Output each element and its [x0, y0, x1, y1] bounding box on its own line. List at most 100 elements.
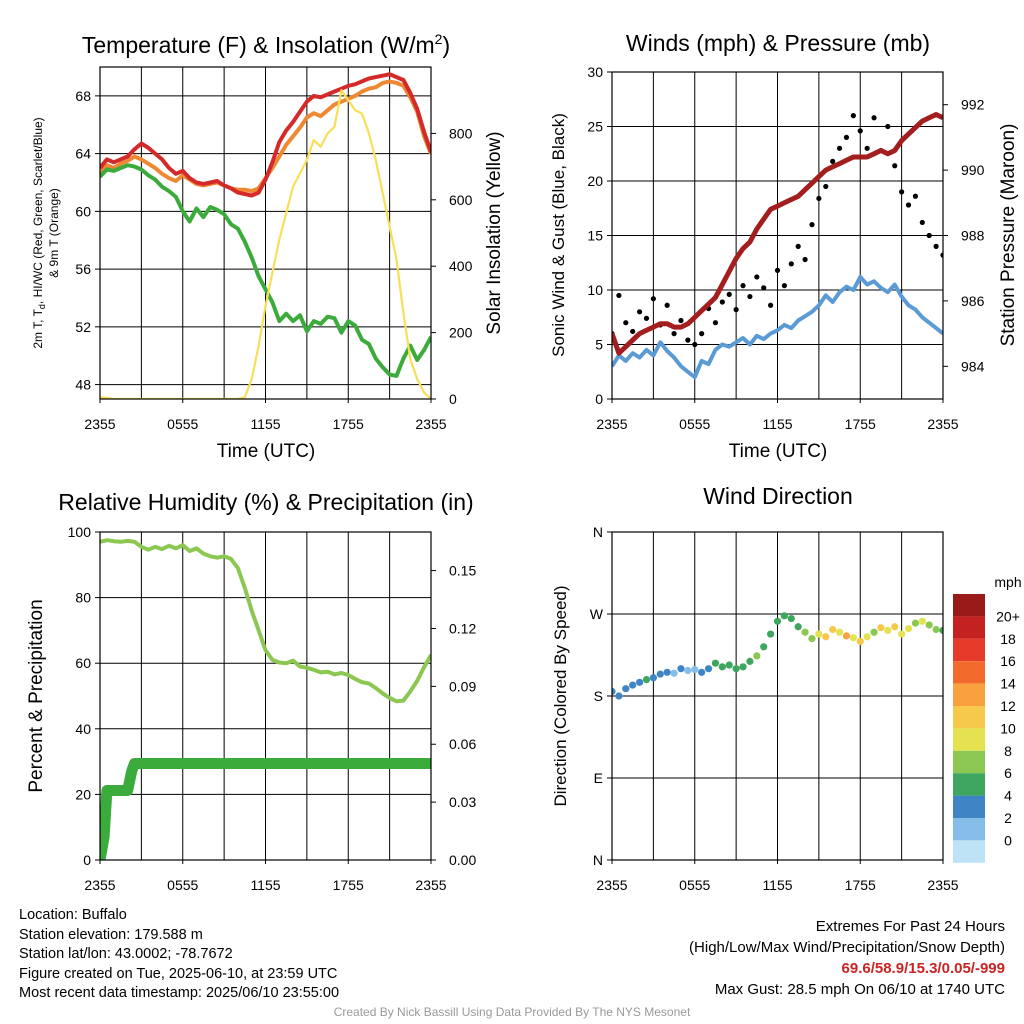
y2-tick-label: 990	[961, 162, 985, 178]
temperature-insolation-plot: 48 52 56 60 64 68 0 200 400 600 800 2355 0555 1155 175…	[75, 66, 473, 432]
gust-point	[850, 113, 856, 119]
y2-tick-label: 988	[961, 228, 985, 244]
panel1-xlabel: Time (UTC)	[217, 441, 316, 462]
gust-point	[885, 123, 891, 130]
wind-direction-point	[911, 619, 920, 627]
gust-point	[816, 195, 822, 202]
gust-point	[809, 222, 815, 228]
location-text: Location: Buffalo	[19, 907, 127, 923]
y-tick-label: 20	[75, 786, 91, 802]
wind-direction-point	[753, 652, 761, 660]
gust-point	[623, 320, 629, 326]
gust-point	[912, 193, 919, 199]
y-tick-label: N	[593, 524, 603, 540]
y-tick-label: 0	[595, 391, 603, 407]
wind-direction-point	[918, 617, 926, 625]
extremes-info: Extremes For Past 24 Hours (High/Low/Max…	[689, 916, 1005, 1000]
gust-point	[788, 261, 794, 267]
wind-direction-point	[691, 665, 699, 674]
panel4-ylabel: Direction (Colored By Speed)	[551, 585, 570, 806]
wind-direction-point	[656, 670, 664, 678]
x-tick-label: 2355	[927, 416, 958, 432]
x-tick-label: 1155	[762, 416, 792, 432]
gust-point	[830, 158, 836, 164]
gust-point	[905, 202, 912, 208]
legend-swatch	[953, 818, 985, 841]
gust-point	[630, 328, 636, 335]
series-line	[100, 72, 431, 198]
gust-point	[616, 292, 622, 299]
y-tick-label: 10	[587, 282, 603, 298]
gust-point	[726, 291, 732, 297]
x-tick-label: 2355	[927, 877, 958, 893]
extremes-values: 69.6/58.9/15.3/0.05/-999	[841, 960, 1005, 977]
gust-point	[836, 145, 843, 151]
y2-tick-label: 0.09	[449, 678, 476, 694]
panel3-ylabel: Percent & Precipitation	[26, 599, 47, 792]
x-tick-label: 2355	[84, 416, 115, 432]
y-tick-label: 20	[587, 173, 603, 189]
wind-direction-point	[767, 630, 775, 638]
series-line	[612, 274, 943, 380]
y-tick-label: 64	[75, 146, 91, 162]
wind-direction-point	[904, 624, 913, 633]
y2-tick-label: 200	[449, 325, 473, 341]
recent-data-text: Most recent data timestamp: 2025/06/10 2…	[19, 985, 340, 1001]
wind-direction-point	[856, 637, 864, 645]
gust-point	[740, 283, 746, 289]
panel2-ylabel: Sonic Wind & Gust (Blue, Black)	[549, 113, 568, 357]
data-layer	[612, 112, 943, 380]
legend-title: mph	[994, 574, 1021, 590]
gust-point	[678, 317, 684, 324]
legend-label: 8	[1004, 743, 1012, 759]
series-line	[612, 112, 943, 356]
wind-direction-point	[718, 663, 726, 671]
created-text: Figure created on Tue, 2025-06-10, at 23…	[19, 965, 338, 982]
legend-swatch	[953, 661, 985, 684]
x-tick-label: 1155	[762, 877, 792, 893]
gust-point	[781, 283, 787, 289]
wind-direction-point	[863, 633, 871, 641]
y2-tick-label: 992	[961, 97, 985, 113]
gust-point	[685, 337, 691, 343]
wind-direction-point	[698, 668, 706, 676]
humidity-precip-plot: 0 20 40 60 80 100 0.00 0.03 0.06 0.09 0.12 0.15 2355…	[68, 524, 477, 893]
legend-swatch	[953, 840, 985, 863]
wind-direction-point	[835, 628, 844, 636]
panel3-title: Relative Humidity (%) & Precipitation (i…	[58, 489, 473, 515]
x-tick-label: 2355	[596, 877, 627, 893]
wind-direction-point	[642, 676, 651, 684]
y-tick-label: 80	[75, 590, 91, 606]
gust-point	[664, 302, 670, 308]
legend-label: 2	[1004, 810, 1012, 826]
gust-point	[774, 267, 781, 273]
wind-direction-point	[739, 663, 747, 671]
legend-label: 0	[1004, 832, 1012, 848]
gust-point	[823, 183, 829, 190]
legend-swatch	[953, 728, 985, 751]
x-tick-label: 1755	[333, 416, 364, 432]
wind-direction-point	[732, 665, 740, 673]
legend-swatch	[953, 795, 985, 818]
legend-label: 12	[1000, 698, 1016, 714]
wind-direction-point	[939, 626, 943, 634]
y-tick-label: 48	[75, 377, 91, 393]
wind-direction-point	[649, 674, 657, 682]
y2-tick-label: 0.12	[449, 620, 476, 636]
y-tick-label: 68	[75, 88, 91, 104]
x-tick-label: 0555	[679, 877, 710, 893]
panel2-title: Winds (mph) & Pressure (mb)	[626, 30, 930, 56]
legend-swatch	[953, 638, 985, 662]
wind-direction-point	[849, 634, 857, 642]
wind-direction-point	[884, 626, 892, 635]
gust-point	[871, 115, 877, 121]
y-tick-label: 60	[75, 203, 91, 219]
y-tick-label: 5	[595, 337, 603, 353]
legend-label: 14	[1000, 676, 1016, 692]
x-tick-label: 2355	[84, 877, 115, 893]
wind-direction-point	[684, 666, 692, 675]
series-line	[100, 163, 431, 378]
latlon-text: Station lat/lon: 43.0002; -78.7672	[19, 946, 233, 962]
y-tick-label: S	[594, 688, 603, 704]
wind-direction-point	[704, 665, 713, 673]
